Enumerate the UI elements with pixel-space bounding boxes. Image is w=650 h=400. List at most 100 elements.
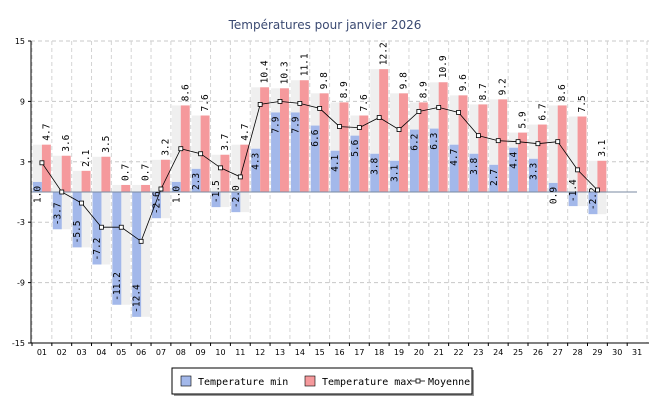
x-tick-label: 25 [513,348,523,357]
data-labels: 1.0 4.7 -3.7 3.6 -5.5 2.1 -7.2 3.5 -11.2 0.7 -12.4… [32,42,607,313]
average-point [535,141,541,147]
data-label-max: 10.3 [279,61,290,84]
x-tick-label: 18 [374,348,384,357]
data-label-max: 3.5 [101,136,112,153]
bar-min [489,164,499,192]
x-tick-label: 19 [394,348,404,357]
bar-max [319,93,329,192]
data-label-min: 3.8 [370,157,381,174]
bar-max [518,132,527,192]
bar-min [509,147,519,192]
data-label-max: 0.7 [121,164,132,181]
bar-max [399,93,408,192]
bar-min [191,168,201,192]
data-label-max: 0.7 [141,164,152,181]
x-tick-label: 20 [414,348,424,357]
x-tick-label: 06 [136,348,146,357]
average-point [297,101,303,106]
bar-min [132,192,142,317]
bar-max [160,159,170,192]
bar-max [418,102,428,192]
bar-min [588,192,598,215]
x-tick-label: 14 [295,348,305,357]
bar-max [597,160,607,192]
data-label-max: 3.7 [220,134,231,151]
bar-min [568,192,578,207]
data-label-max: 10.9 [438,55,449,78]
average-point [396,127,402,132]
data-label-max: 8.6 [180,84,191,101]
average-point [416,109,422,114]
average-point [317,106,323,111]
data-label-min: 3.8 [469,157,480,174]
y-tick-label: 9 [20,97,25,106]
x-tick-label: 11 [235,348,245,357]
y-tick-label: -3 [17,218,25,227]
data-label-max: 9.6 [458,74,469,91]
bars [32,69,607,317]
bar-min [271,112,280,192]
legend-label-max: Temperature max [322,377,412,388]
x-tick-label: 27 [553,348,563,357]
bar-min [310,125,320,192]
bar-min [32,181,42,192]
data-label-max: 11.1 [299,53,310,76]
legend-label-avg: Moyenne [428,377,470,388]
average-point [218,165,223,171]
bar-max [141,184,151,192]
data-label-min: -12.4 [132,284,143,313]
average-point [178,146,184,152]
data-label-min: -2.6 [151,191,162,214]
data-label-min: 6.2 [409,134,420,151]
data-label-max: 3.1 [597,139,608,156]
bar-min [251,148,261,192]
bar-max [537,124,547,192]
data-label-max: 4.7 [41,124,52,141]
bar-max [279,88,289,192]
data-label-min: -5.5 [72,220,83,243]
data-label-min: -11.2 [112,272,123,301]
bar-max [61,155,71,192]
data-label-max: 8.9 [339,81,350,98]
x-tick-label: 01 [37,348,47,357]
average-point [595,187,600,193]
average-point [337,124,342,129]
bar-max [240,144,250,192]
bar-max [260,87,270,192]
x-tick-label: 04 [96,348,106,357]
bar-max [438,82,448,192]
average-point [59,189,65,195]
x-tick-label: 03 [77,348,87,357]
bar-min [548,182,558,192]
x-tick-label: 28 [572,348,582,357]
data-label-min: 5.6 [350,139,361,156]
x-tick-label: 22 [453,348,463,357]
data-label-max: 12.2 [379,42,390,65]
legend-swatch-point [415,378,421,384]
y-tick-label: 3 [20,158,25,167]
x-tick-label: 12 [255,348,265,357]
average-point [475,133,481,139]
data-label-max: 3.2 [160,139,171,156]
bar-max [339,102,349,192]
data-label-max: 8.7 [478,83,489,100]
x-tick-label: 10 [215,348,225,357]
average-point [99,224,104,230]
plot-area: -15 -9 -3 3 9 15 01 02 03 04 05 06 07 08 09 10 11 12 13 14 1… [12,37,649,357]
data-label-min: 4.7 [449,149,460,166]
chart-title: Températures pour janvier 2026 [228,18,422,32]
legend-label-min: Temperature min [198,377,288,388]
bar-min [409,129,419,192]
legend-swatch-max [304,375,316,387]
data-label-max: 6.7 [537,103,548,120]
data-label-min: 6.3 [429,133,440,150]
average-point [436,105,442,110]
x-tick-label: 08 [176,348,186,357]
bar-max [379,69,389,192]
bar-min [171,181,181,192]
bar-min [449,144,459,192]
bar-min [72,192,82,248]
legend: Temperature min Temperature max Moyenne [171,367,474,396]
data-label-max: 7.6 [200,94,211,111]
average-point [575,167,580,173]
